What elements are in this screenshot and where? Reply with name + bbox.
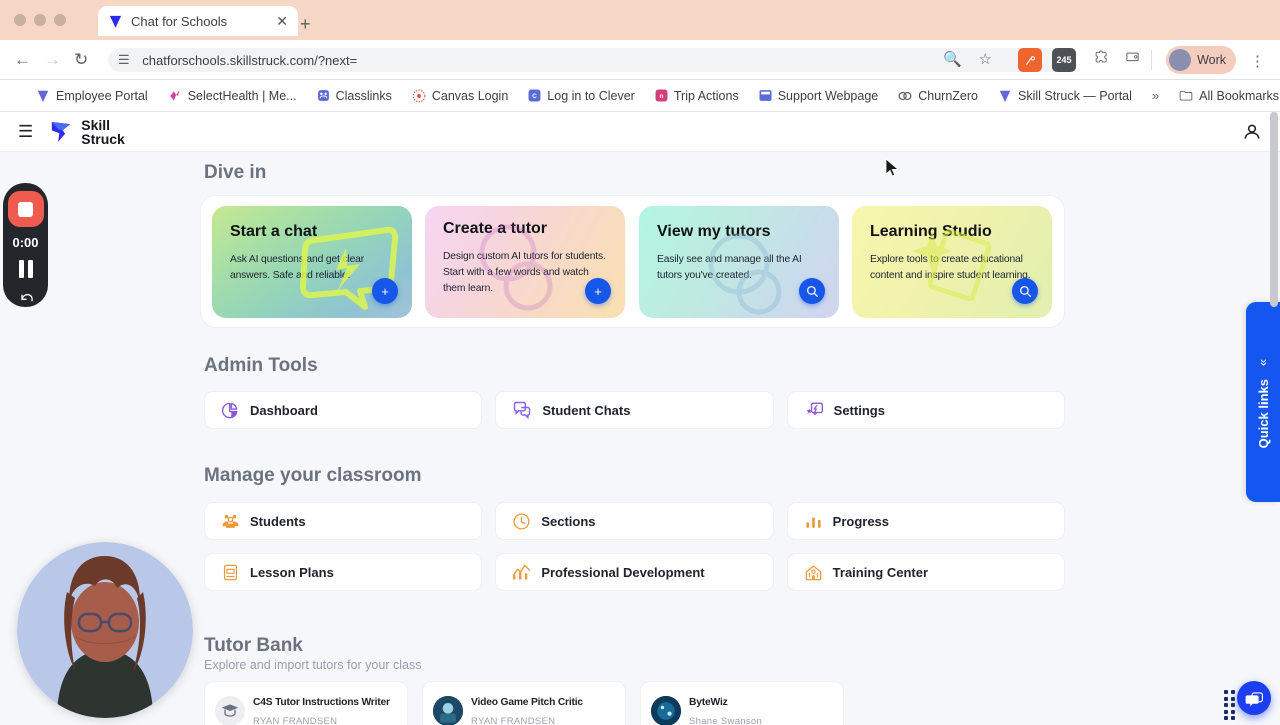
- svg-text:n: n: [659, 93, 663, 100]
- svg-text:C: C: [532, 93, 537, 100]
